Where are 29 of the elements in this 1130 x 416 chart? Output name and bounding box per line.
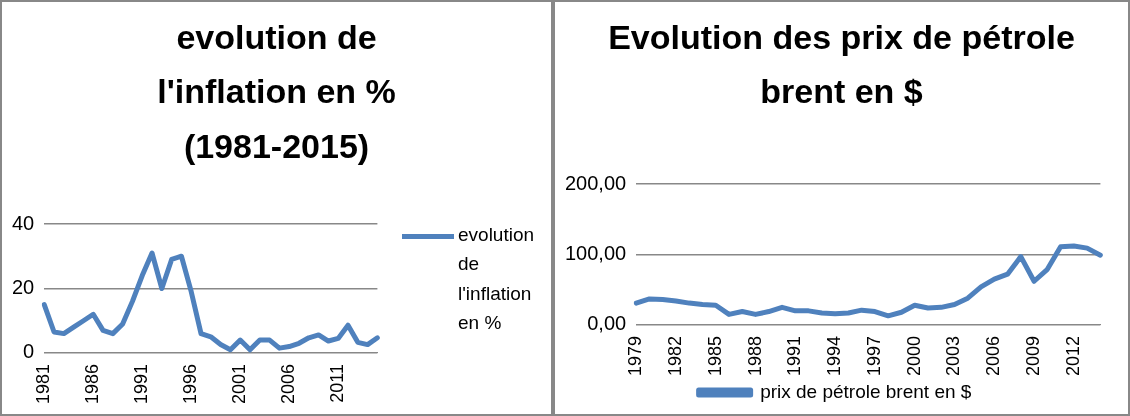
x-tick-label: 1988 [744, 335, 765, 376]
x-tick-label: 1997 [863, 335, 884, 376]
x-tick-label: 2000 [903, 335, 924, 376]
x-tick-label: 2009 [1023, 335, 1044, 376]
x-tick-label: 2003 [943, 335, 964, 376]
x-tick-label: 1982 [664, 335, 685, 376]
y-tick-label: 0,00 [587, 312, 627, 335]
x-tick-label: 2006 [278, 363, 299, 404]
x-tick-label: 1985 [704, 335, 725, 376]
x-tick-label: 1996 [180, 363, 201, 404]
x-tick-label: 1994 [824, 335, 845, 376]
x-tick-label: 2012 [1062, 335, 1083, 376]
chart-title: evolution de l'inflation en % (1981-2015) [156, 17, 397, 167]
x-tick-label: 1991 [131, 363, 152, 404]
y-tick-label: 200,00 [565, 171, 627, 194]
y-tick-label: 20 [12, 275, 35, 298]
x-tick-label: 2001 [229, 363, 250, 404]
chart-title: Evolution des prix de pétrole brent en $ [607, 17, 1076, 113]
x-tick-label: 2011 [327, 363, 348, 403]
x-tick-label: 1981 [33, 363, 54, 404]
y-tick-label: 100,00 [565, 241, 627, 264]
x-tick-label: 1991 [784, 335, 805, 376]
y-tick-label: 40 [12, 211, 35, 234]
legend-label: prix de pétrole brent en $ [760, 380, 972, 402]
x-tick-label: 2006 [983, 335, 1004, 376]
x-tick-label: 1979 [625, 335, 646, 376]
x-tick-label: 1986 [82, 363, 103, 404]
y-tick-label: 0 [23, 340, 35, 363]
legend-label: evolution de l'inflation en % [458, 223, 536, 336]
